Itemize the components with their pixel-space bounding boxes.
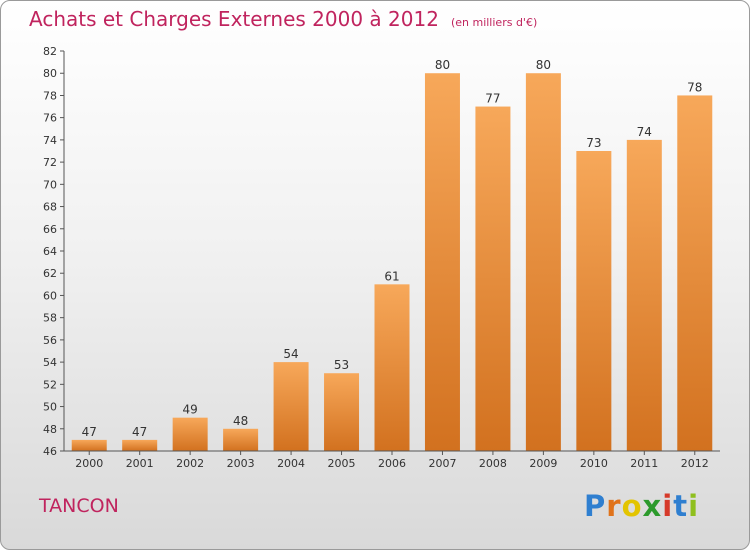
- bar-2005: [324, 373, 360, 451]
- y-tick-label: 58: [43, 312, 57, 325]
- chart-title-main: Achats et Charges Externes 2000 à 2012: [29, 7, 439, 31]
- bar-value-label: 77: [485, 92, 500, 106]
- logo-letter: o: [621, 489, 643, 523]
- bar-2002: [172, 417, 208, 451]
- bars: 47 47 49 48 54 53 61 80 77 80 73 74 78: [71, 58, 713, 452]
- y-tick-label: 60: [43, 289, 57, 302]
- y-tick-label: 64: [43, 245, 57, 258]
- bar-2010: [576, 151, 612, 451]
- bar-value-label: 80: [435, 58, 450, 72]
- y-tick-label: 54: [43, 356, 57, 369]
- commune-name: TANCON: [39, 495, 119, 517]
- chart-title: Achats et Charges Externes 2000 à 2012 (e…: [29, 7, 537, 31]
- bar-2004: [273, 362, 309, 451]
- y-tick-label: 48: [43, 423, 57, 436]
- x-tick-label: 2010: [580, 457, 608, 470]
- y-tick-label: 52: [43, 378, 57, 391]
- bar-value-label: 48: [233, 414, 248, 428]
- y-tick-label: 66: [43, 223, 57, 236]
- y-tick-label: 72: [43, 156, 57, 169]
- x-tick-label: 2001: [126, 457, 154, 470]
- y-tick-label: 78: [43, 89, 57, 102]
- y-tick-label: 76: [43, 112, 57, 125]
- proxiti-logo: Proxiti: [584, 489, 699, 523]
- bar-2006: [374, 284, 410, 451]
- logo-letter: i: [662, 489, 674, 523]
- y-tick-label: 56: [43, 334, 57, 347]
- bar-2011: [626, 139, 662, 451]
- logo-letter: r: [606, 489, 622, 523]
- x-tick-label: 2004: [277, 457, 305, 470]
- x-tick-label: 2009: [529, 457, 557, 470]
- x-tick-label: 2011: [630, 457, 658, 470]
- bar-2007: [424, 73, 460, 451]
- bar-value-label: 78: [687, 80, 702, 94]
- bar-2012: [677, 95, 713, 451]
- bar-value-label: 74: [637, 125, 652, 139]
- x-tick-label: 2002: [176, 457, 204, 470]
- y-tick-label: 70: [43, 178, 57, 191]
- y-tick-label: 68: [43, 201, 57, 214]
- bar-value-label: 73: [586, 136, 601, 150]
- y-tick-label: 74: [43, 134, 57, 147]
- x-tick-label: 2003: [227, 457, 255, 470]
- y-axis: 46 48 50 52 54 56 58 60 62 64 66 68 70 72 74 76 78 80 82: [43, 45, 65, 458]
- bar-value-label: 61: [384, 269, 399, 283]
- bar-2000: [71, 439, 107, 451]
- x-tick-label: 2012: [681, 457, 709, 470]
- bar-2008: [475, 106, 511, 452]
- logo-letter: t: [673, 489, 689, 523]
- bar-2003: [223, 428, 259, 451]
- y-tick-label: 62: [43, 267, 57, 280]
- bar-2009: [525, 73, 561, 451]
- logo-letter: i: [688, 489, 700, 523]
- logo-letter: P: [584, 489, 607, 523]
- x-tick-label: 2005: [328, 457, 356, 470]
- y-tick-label: 80: [43, 67, 57, 80]
- bar-value-label: 47: [132, 425, 147, 439]
- x-tick-label: 2006: [378, 457, 406, 470]
- x-axis: 2000 2001 2002 2003 2004 2005 2006 2007 2008 2009…: [64, 450, 720, 470]
- y-tick-label: 82: [43, 45, 57, 58]
- y-tick-label: 50: [43, 401, 57, 414]
- x-tick-label: 2000: [75, 457, 103, 470]
- bar-2001: [122, 439, 158, 451]
- bar-value-label: 54: [283, 347, 298, 361]
- x-tick-label: 2008: [479, 457, 507, 470]
- bar-value-label: 49: [183, 403, 198, 417]
- chart-title-unit: (en milliers d'€): [450, 16, 538, 29]
- bar-value-label: 47: [82, 425, 97, 439]
- bar-value-label: 80: [536, 58, 551, 72]
- logo-letter: x: [642, 489, 663, 523]
- bar-value-label: 53: [334, 358, 349, 372]
- y-tick-label: 46: [43, 445, 57, 458]
- x-tick-label: 2007: [428, 457, 456, 470]
